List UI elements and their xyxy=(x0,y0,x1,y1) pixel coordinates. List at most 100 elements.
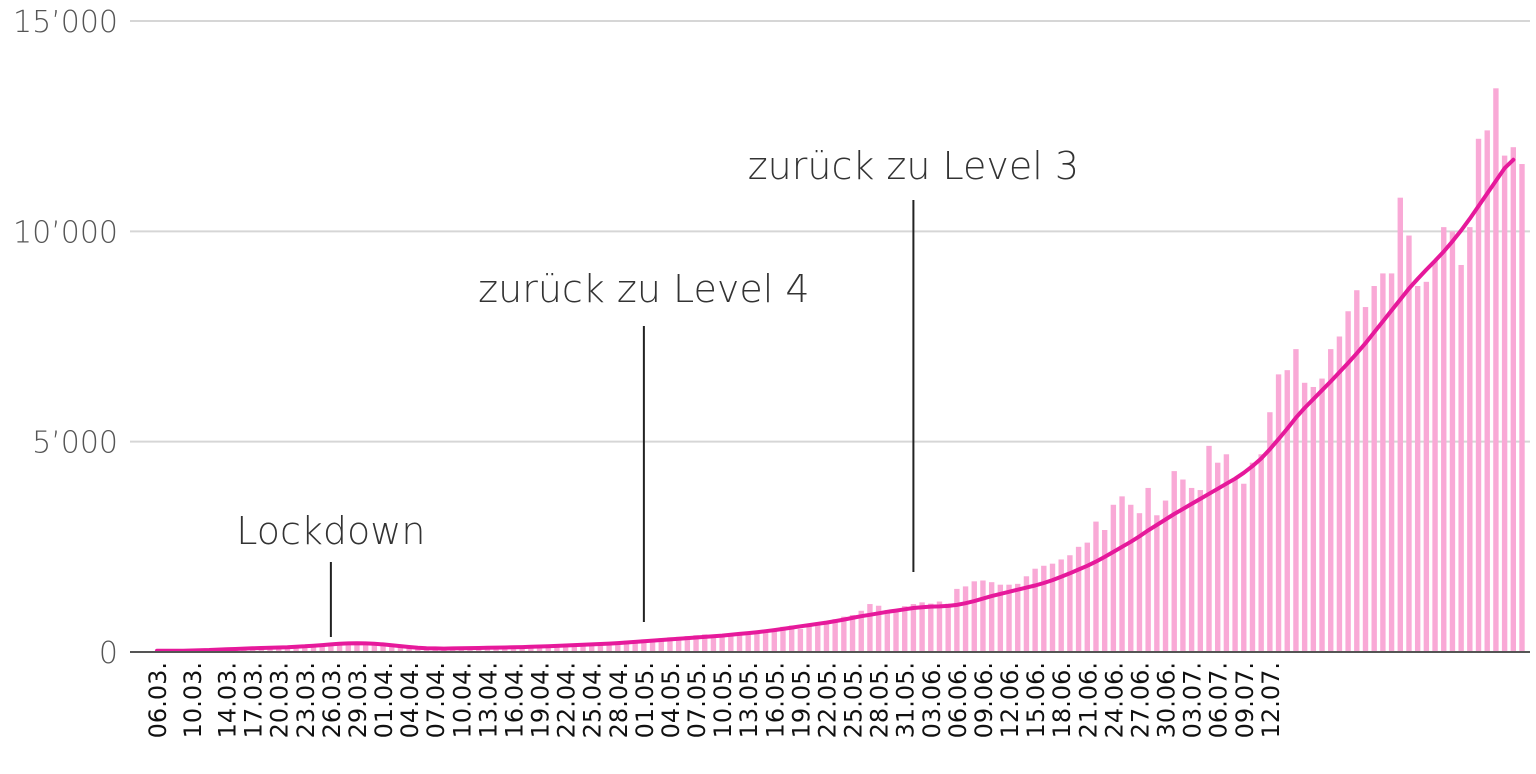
bar xyxy=(875,605,882,652)
bar xyxy=(562,644,569,652)
bar xyxy=(745,632,751,652)
bar xyxy=(667,637,673,652)
bar xyxy=(1336,336,1343,652)
bar xyxy=(1084,542,1090,652)
bar xyxy=(1432,260,1438,652)
x-tick-label: 01.04. xyxy=(370,662,398,738)
bar xyxy=(823,620,830,652)
bar xyxy=(1206,445,1212,652)
x-tick-label: 06.06. xyxy=(944,662,972,738)
x-tick-label: 21.06. xyxy=(1074,662,1102,738)
bar xyxy=(641,639,647,652)
bar xyxy=(589,643,595,652)
bar xyxy=(528,646,534,652)
bar xyxy=(1032,568,1038,652)
bar xyxy=(545,645,551,652)
bar xyxy=(788,625,795,652)
bar xyxy=(371,644,378,652)
bar xyxy=(1058,559,1064,652)
bar xyxy=(606,642,612,652)
bar xyxy=(415,648,421,652)
bar xyxy=(1484,130,1490,652)
bar xyxy=(1171,471,1177,652)
bar xyxy=(728,633,734,652)
bar xyxy=(1249,462,1256,652)
bar xyxy=(1501,155,1508,652)
bar xyxy=(1136,513,1143,652)
rolling-average-line xyxy=(155,157,1516,653)
bar xyxy=(884,609,891,652)
bar xyxy=(954,588,960,652)
x-tick-label: 18.06. xyxy=(1048,662,1076,738)
x-tick-label: 04.04. xyxy=(396,662,424,738)
bar xyxy=(910,604,917,652)
bar xyxy=(389,646,395,652)
bar xyxy=(293,646,299,652)
x-tick-label: 12.06. xyxy=(996,662,1024,738)
bar xyxy=(1380,273,1386,652)
bar xyxy=(362,643,369,652)
bar xyxy=(658,638,664,652)
x-tick-label: 13.04. xyxy=(474,662,502,738)
bar xyxy=(1423,281,1430,652)
x-tick-label: 09.07. xyxy=(1231,662,1259,738)
bar xyxy=(1258,454,1264,652)
x-tick-label: 07.04. xyxy=(422,662,450,738)
bar xyxy=(936,601,943,652)
x-tick-label: 15.06. xyxy=(1022,662,1050,738)
x-tick-label: 09.06. xyxy=(970,662,998,738)
bar xyxy=(780,626,786,652)
bar xyxy=(980,580,986,652)
x-tick-label: 03.06. xyxy=(918,662,946,738)
bar xyxy=(632,640,638,652)
daily-bars xyxy=(154,88,1525,653)
bar xyxy=(1510,147,1517,652)
bar xyxy=(1397,197,1403,652)
x-tick-label: 26.03. xyxy=(318,662,346,738)
x-tick-label: 19.05. xyxy=(787,662,815,738)
bar xyxy=(1414,286,1421,652)
x-tick-label: 24.06. xyxy=(1100,662,1128,738)
bar xyxy=(1458,264,1464,652)
bar xyxy=(1232,479,1238,652)
bar xyxy=(849,614,856,652)
bar xyxy=(502,647,508,652)
bar xyxy=(345,642,351,652)
bar xyxy=(1154,515,1160,652)
annotations: Lockdown zurück zu Level 4 zurück zu Level… xyxy=(236,144,1079,637)
bar xyxy=(675,636,682,652)
bar xyxy=(1119,496,1125,652)
bar xyxy=(1310,386,1317,652)
bar xyxy=(684,636,691,652)
bar xyxy=(1449,231,1456,653)
bar xyxy=(962,586,969,652)
x-tick-label: 10.03. xyxy=(179,662,207,738)
bar xyxy=(841,616,847,652)
x-tick-label: 10.04. xyxy=(448,662,476,738)
bar xyxy=(536,646,543,652)
x-tick-label: 27.06. xyxy=(1127,662,1155,738)
bar xyxy=(1197,490,1204,652)
bar xyxy=(1284,370,1290,652)
bar xyxy=(336,642,343,652)
bar xyxy=(319,644,325,652)
bar xyxy=(736,632,743,652)
bar xyxy=(1067,555,1073,652)
bar xyxy=(902,606,908,652)
bar xyxy=(762,630,769,652)
x-tick-label: 07.05. xyxy=(683,662,711,738)
bar xyxy=(1145,487,1151,652)
bar xyxy=(710,636,717,652)
x-tick-label: 23.03. xyxy=(292,662,320,738)
bar xyxy=(815,622,821,652)
bar xyxy=(1293,349,1299,652)
bar xyxy=(406,648,412,652)
x-tick-label: 06.07. xyxy=(1205,662,1233,738)
bar xyxy=(754,630,760,652)
bar xyxy=(971,581,977,652)
annotation-label: zurück zu Level 3 xyxy=(748,144,1079,188)
bar xyxy=(1475,138,1482,652)
bar xyxy=(867,604,873,652)
x-tick-label: 28.05. xyxy=(866,662,894,738)
